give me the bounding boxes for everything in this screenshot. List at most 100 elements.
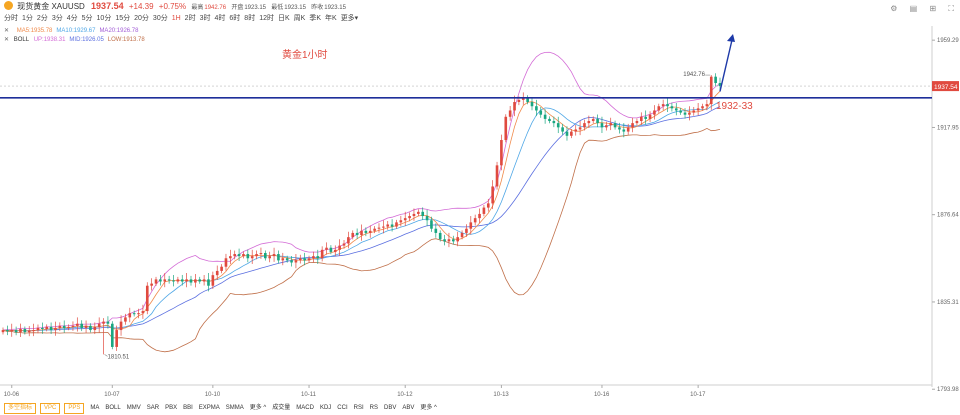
timeframe-10[interactable]: 1H bbox=[171, 15, 181, 22]
chip-button-2[interactable]: PPS bbox=[64, 403, 85, 414]
timeframe-11[interactable]: 2时 bbox=[184, 15, 196, 22]
indicator-2[interactable]: MMV bbox=[126, 405, 141, 411]
fullscreen-icon[interactable]: ⛶ bbox=[948, 4, 954, 13]
candle bbox=[635, 121, 639, 124]
candle bbox=[600, 123, 604, 128]
indicator-5[interactable]: BBI bbox=[183, 405, 193, 411]
candle bbox=[626, 127, 630, 132]
timeframe-19[interactable]: 季K bbox=[309, 15, 322, 22]
indicator-8[interactable]: 更多 ^ bbox=[249, 405, 267, 411]
candle bbox=[141, 311, 145, 314]
indicator-3[interactable]: SAR bbox=[146, 405, 160, 411]
candle bbox=[215, 270, 219, 276]
timeframe-1[interactable]: 1分 bbox=[22, 15, 33, 22]
candle bbox=[631, 123, 634, 128]
indicator-7[interactable]: SMMA bbox=[225, 405, 244, 411]
x-tick-label: 10-10 bbox=[205, 392, 221, 398]
timeframe-16[interactable]: 12时 bbox=[259, 15, 274, 22]
candle bbox=[521, 97, 525, 100]
candle bbox=[570, 131, 573, 136]
timeframe-bar: 分时 1分 2分 3分 4分 5分 10分 15分 20分 30分 1H 2时 3时 4时 6时 8时 12时日… bbox=[0, 13, 358, 24]
candle bbox=[124, 317, 127, 322]
candle bbox=[460, 232, 464, 238]
candle bbox=[605, 125, 608, 128]
candle bbox=[513, 102, 516, 111]
instrument-name[interactable]: 现货黄金 bbox=[17, 2, 50, 11]
close-icon[interactable]: ✕ bbox=[4, 37, 10, 43]
candle bbox=[277, 254, 280, 261]
layout-icon[interactable]: ▤ bbox=[909, 4, 918, 13]
candle bbox=[535, 106, 538, 111]
chart-title: 黄金1小时 bbox=[282, 48, 328, 61]
timeframe-0[interactable]: 分时 bbox=[4, 15, 18, 22]
indicator-4[interactable]: PBX bbox=[165, 405, 178, 411]
candle bbox=[329, 247, 333, 252]
timeframe-4[interactable]: 4分 bbox=[66, 15, 78, 22]
candle bbox=[198, 279, 202, 282]
timeframe-6[interactable]: 10分 bbox=[96, 15, 112, 22]
settings-icon[interactable]: ⚙ bbox=[890, 4, 898, 13]
indicator-6[interactable]: EXPMA bbox=[198, 405, 220, 411]
timeframe-21[interactable]: 更多▾ bbox=[340, 15, 359, 22]
indicator-10[interactable]: MACD bbox=[296, 405, 314, 411]
indicator-16[interactable]: ABV bbox=[402, 405, 415, 411]
close-icon[interactable]: ✕ bbox=[4, 28, 10, 34]
high-value: 1942.76 bbox=[204, 5, 227, 11]
timeframe-12[interactable]: 3时 bbox=[199, 15, 211, 22]
candle bbox=[320, 249, 324, 259]
candle bbox=[342, 243, 346, 246]
candle bbox=[255, 254, 258, 257]
indicator-icon[interactable]: ⊞ bbox=[929, 4, 937, 13]
timeframe-17[interactable]: 日K bbox=[278, 15, 290, 22]
candle bbox=[491, 186, 494, 204]
candle bbox=[556, 123, 560, 128]
indicator-14[interactable]: RS bbox=[369, 405, 378, 411]
chip-button-0[interactable]: 多空指标 bbox=[4, 403, 37, 414]
timeframe-5[interactable]: 5分 bbox=[81, 15, 93, 22]
x-tick-label: 10-16 bbox=[594, 392, 610, 398]
candle bbox=[294, 260, 298, 263]
low-callout-line bbox=[104, 354, 108, 357]
indicator-13[interactable]: RSI bbox=[353, 405, 364, 411]
candle bbox=[54, 327, 57, 331]
candle bbox=[360, 230, 363, 236]
timeframe-14[interactable]: 6时 bbox=[229, 15, 241, 22]
timeframe-9[interactable]: 30分 bbox=[152, 15, 168, 22]
indicator-15[interactable]: DBV bbox=[383, 405, 397, 411]
timeframe-18[interactable]: 周K bbox=[293, 15, 306, 22]
candle bbox=[62, 325, 66, 328]
timeframe-20[interactable]: 年K bbox=[325, 15, 337, 22]
candle bbox=[106, 321, 110, 324]
timeframe-8[interactable]: 20分 bbox=[134, 15, 149, 22]
chip-button-1[interactable]: VPC bbox=[40, 403, 61, 414]
candle bbox=[548, 118, 551, 122]
prev-close-value: 1923.15 bbox=[324, 5, 346, 11]
open-label: 开盘 bbox=[231, 5, 244, 11]
x-tick-label: 10-07 bbox=[104, 392, 120, 398]
candle bbox=[150, 283, 153, 286]
candle bbox=[648, 114, 652, 119]
indicator-1[interactable]: BOLL bbox=[105, 405, 121, 411]
x-tick-label: 10-12 bbox=[397, 392, 413, 398]
candle bbox=[443, 239, 446, 242]
indicator-17[interactable]: 更多 ^ bbox=[420, 405, 437, 411]
timeframe-13[interactable]: 4时 bbox=[214, 15, 226, 22]
timeframe-7[interactable]: 15分 bbox=[115, 15, 131, 22]
boll-mid-line bbox=[2, 106, 721, 332]
candle bbox=[45, 326, 49, 330]
candle bbox=[517, 99, 521, 103]
candle bbox=[639, 116, 643, 122]
prev-close-label: 昨收 bbox=[311, 5, 324, 11]
timeframe-15[interactable]: 8时 bbox=[244, 15, 256, 22]
candle bbox=[495, 165, 499, 187]
candle bbox=[355, 232, 359, 236]
indicator-11[interactable]: KDJ bbox=[319, 405, 332, 411]
indicator-12[interactable]: CCI bbox=[337, 405, 348, 411]
timeframe-2[interactable]: 2分 bbox=[36, 15, 48, 22]
indicator-0[interactable]: MA bbox=[90, 405, 100, 411]
boll-legend-label: BOLL bbox=[13, 37, 30, 43]
candle bbox=[36, 327, 40, 331]
timeframe-3[interactable]: 3分 bbox=[51, 15, 63, 22]
indicator-9[interactable]: 成交量 bbox=[272, 405, 291, 411]
